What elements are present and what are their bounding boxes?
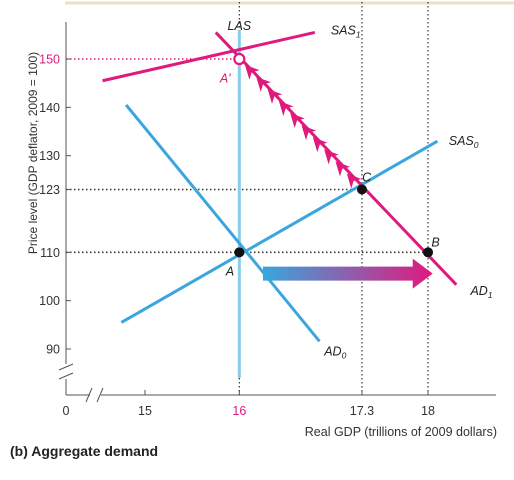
y-tick-label: 150 [39,53,60,67]
adjustment-arrowhead [278,101,294,117]
point-label: B [431,236,439,250]
curve-sas0 [120,139,439,324]
point-c [356,184,367,195]
x-origin-label: 0 [63,404,70,418]
point-label: A [225,265,234,279]
equilibrium-points [233,52,433,258]
point-label: A' [219,71,231,85]
curve-labels: LAS SAS1 SAS0 AD0 AD1 A B C A' [219,19,493,360]
curve-label-ad1: AD1 [469,284,492,300]
curve-label-las: LAS [228,19,252,33]
curve-label-ad0: AD0 [323,344,346,360]
curve-sas1 [102,30,316,83]
shift-arrow-group [262,258,433,289]
adjustment-arrowhead [244,64,260,80]
axes [58,22,496,403]
y-axis-label: Price level (GDP deflator, 2009 = 100) [26,52,40,254]
y-tick-label: 100 [39,294,60,308]
curve-label-sas0: SAS0 [449,134,479,150]
adjustment-arrowhead [267,88,283,104]
y-tick-label: 140 [39,101,60,115]
x-axis-break [85,387,104,403]
y-axis-break [58,363,74,380]
adjustment-arrowhead [324,149,339,165]
adjustment-arrows [244,64,362,189]
y-tick-label: 130 [39,149,60,163]
curves [102,30,458,378]
demand-shift-arrow [262,258,433,289]
x-tick-label: 18 [421,404,435,418]
adjustment-arrowhead [301,125,317,141]
adjustment-arrowhead [256,76,271,92]
y-tick-label: 90 [46,343,60,357]
point-label: C [362,170,372,184]
point-a [234,247,245,258]
adjustment-arrowhead [312,137,328,153]
x-tick-label: 17.3 [350,404,374,418]
x-axis-label: Real GDP (trillions of 2009 dollars) [305,425,497,439]
point-a-prime [233,52,246,66]
x-tick-label: 16 [232,404,246,418]
tick-labels: 90 100 110 123 130 140 150 15 16 17.3 18 0 [39,53,435,419]
point-b [423,247,433,258]
curve-ad1 [214,31,458,286]
curve-ad0 [124,103,321,343]
adjustment-arrowhead [346,173,362,189]
adjustment-arrowhead [290,113,305,129]
y-tick-label: 123 [39,183,60,197]
x-tick-label: 15 [138,404,152,418]
curve-label-sas1: SAS1 [331,23,361,39]
y-tick-label: 110 [40,246,60,260]
adjustment-arrowhead [335,161,351,177]
figure-caption: (b) Aggregate demand [10,443,159,459]
